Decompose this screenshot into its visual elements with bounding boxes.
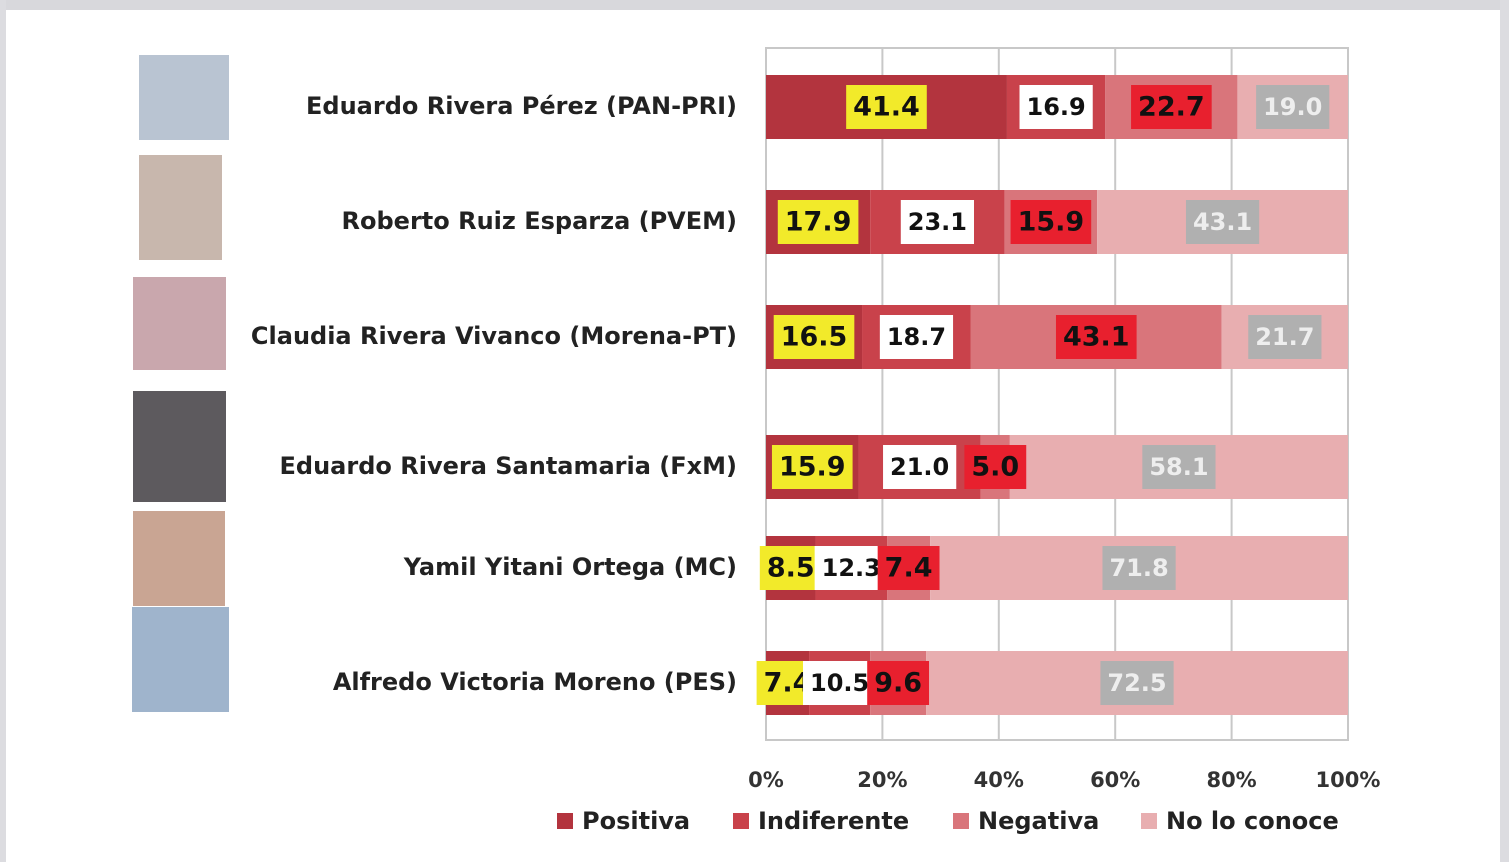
photo bbox=[132, 607, 229, 712]
value-label: 9.6 bbox=[874, 668, 922, 699]
category-label: Eduardo Rivera Pérez (PAN-PRI) bbox=[306, 92, 737, 120]
category-label: Yamil Yitani Ortega (MC) bbox=[403, 553, 737, 581]
category-label: Roberto Ruiz Esparza (PVEM) bbox=[342, 207, 737, 235]
value-label: 43.1 bbox=[1063, 322, 1130, 353]
legend-swatch bbox=[953, 813, 969, 829]
value-label: 10.5 bbox=[810, 669, 869, 697]
value-label: 15.9 bbox=[779, 452, 846, 483]
right-border bbox=[1500, 0, 1509, 862]
value-label: 18.7 bbox=[887, 323, 946, 351]
legend-swatch bbox=[557, 813, 573, 829]
x-tick-label: 40% bbox=[974, 768, 1024, 792]
value-label: 43.1 bbox=[1193, 208, 1252, 236]
category-label: Alfredo Victoria Moreno (PES) bbox=[333, 668, 737, 696]
left-border bbox=[0, 0, 6, 862]
x-tick-label: 80% bbox=[1206, 768, 1256, 792]
photos bbox=[132, 55, 229, 712]
value-label: 7.4 bbox=[885, 553, 933, 584]
value-label: 17.9 bbox=[785, 207, 852, 238]
chart: 0% 20% 40% 60% 80% 100% Eduardo Rivera Pérez (… bbox=[0, 0, 1509, 862]
x-tick-label: 100% bbox=[1316, 768, 1381, 792]
value-label: 16.5 bbox=[781, 322, 848, 353]
value-label: 15.9 bbox=[1018, 207, 1085, 238]
value-label: 5.0 bbox=[971, 452, 1019, 483]
legend-label: Negativa bbox=[978, 807, 1099, 835]
photo bbox=[139, 155, 222, 260]
photo bbox=[133, 277, 226, 370]
value-label: 41.4 bbox=[853, 92, 920, 123]
legend-label: Positiva bbox=[582, 807, 690, 835]
value-label: 58.1 bbox=[1149, 453, 1208, 481]
value-label: 8.5 bbox=[767, 553, 815, 584]
category-label: Claudia Rivera Vivanco (Morena-PT) bbox=[251, 322, 737, 350]
x-tick-label: 60% bbox=[1090, 768, 1140, 792]
value-label: 16.9 bbox=[1027, 93, 1086, 121]
legend-swatch bbox=[733, 813, 749, 829]
photo bbox=[139, 55, 229, 140]
value-label: 22.7 bbox=[1138, 92, 1205, 123]
x-tick-label: 0% bbox=[748, 768, 784, 792]
value-label: 72.5 bbox=[1107, 669, 1166, 697]
top-border bbox=[0, 0, 1509, 10]
value-label: 23.1 bbox=[908, 208, 967, 236]
value-label: 12.3 bbox=[822, 554, 881, 582]
value-label: 71.8 bbox=[1109, 554, 1168, 582]
value-label: 19.0 bbox=[1263, 93, 1322, 121]
photo bbox=[133, 511, 225, 606]
plot-area bbox=[766, 48, 1348, 740]
category-label: Eduardo Rivera Santamaria (FxM) bbox=[280, 452, 737, 480]
value-label: 21.7 bbox=[1255, 323, 1314, 351]
value-label: 21.0 bbox=[890, 453, 949, 481]
legend-label: Indiferente bbox=[758, 807, 909, 835]
x-tick-label: 20% bbox=[857, 768, 907, 792]
legend-swatch bbox=[1141, 813, 1157, 829]
photo bbox=[133, 391, 226, 502]
legend-label: No lo conoce bbox=[1166, 807, 1339, 835]
